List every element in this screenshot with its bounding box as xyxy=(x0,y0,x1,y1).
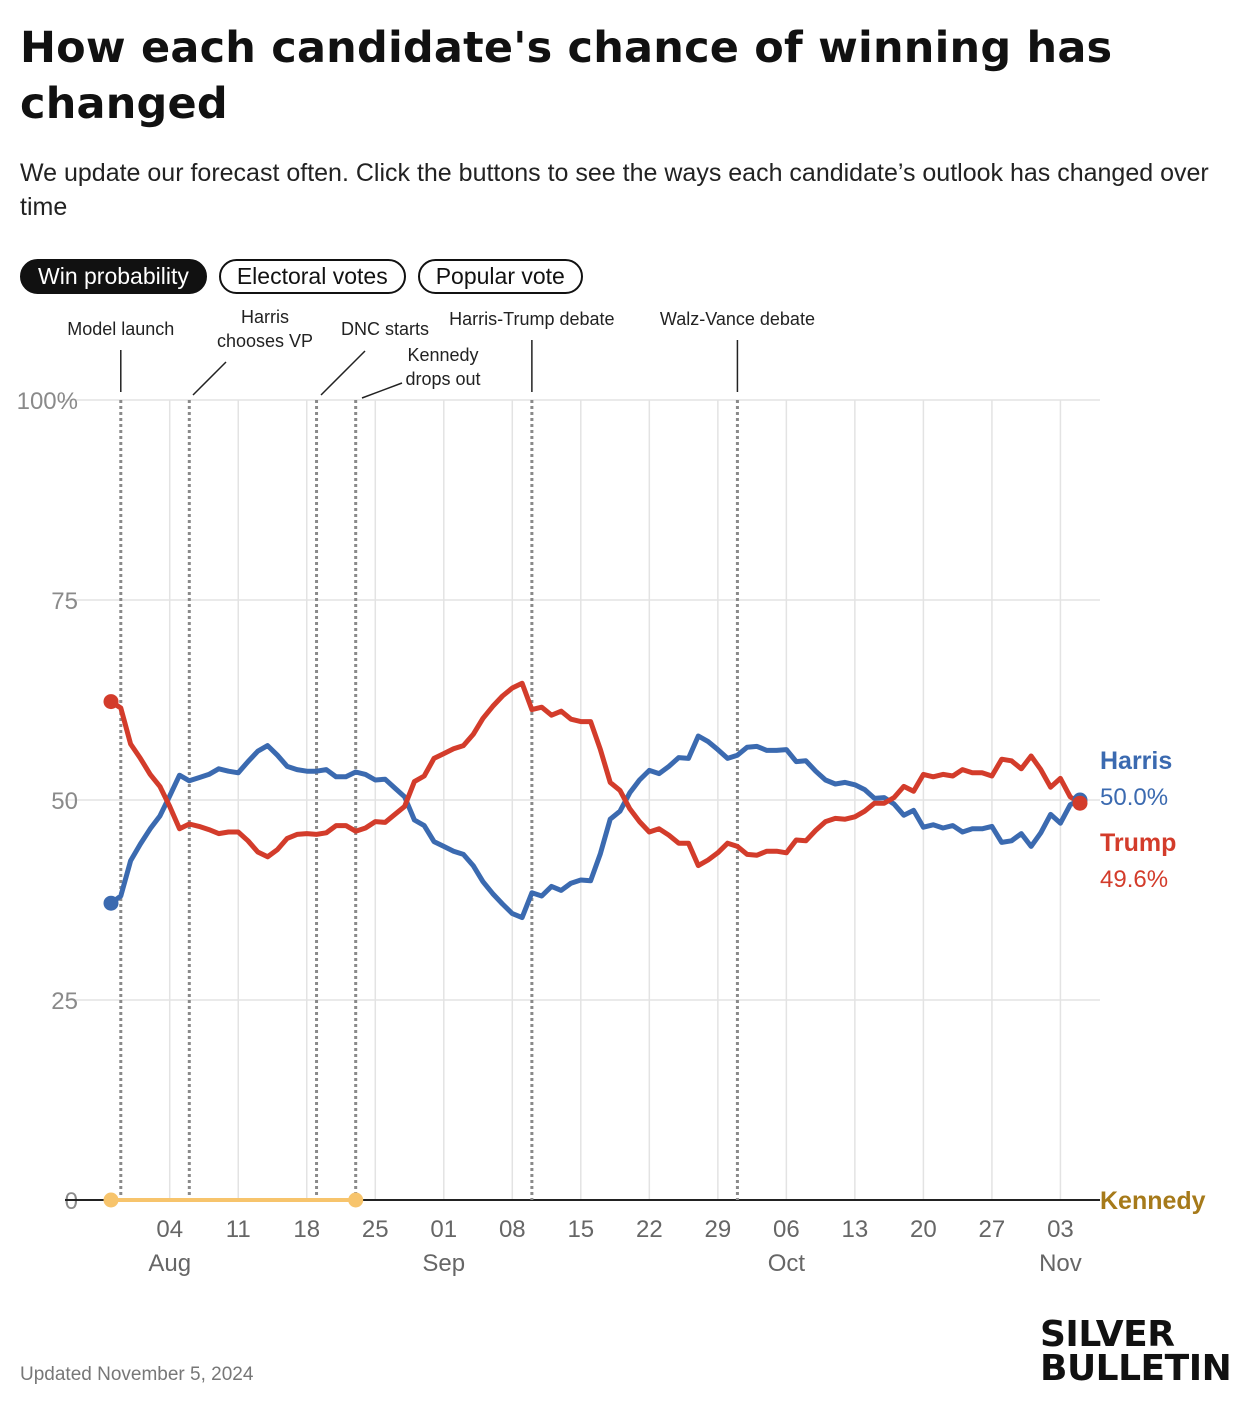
brand-line-1: SILVER xyxy=(1040,1314,1175,1355)
x-tick-label: 20 xyxy=(910,1216,937,1243)
x-tick-label: 01 xyxy=(430,1216,457,1243)
trump-start-point xyxy=(103,694,119,710)
event-leader-line xyxy=(192,361,227,396)
y-tick-label: 50 xyxy=(51,788,78,815)
brand-line-2: BULLETIN xyxy=(1040,1348,1232,1389)
x-tick-label: 18 xyxy=(293,1216,320,1243)
event-label: DNC starts xyxy=(341,319,429,339)
x-tick-label: 11 xyxy=(226,1216,251,1243)
event-label: chooses VP xyxy=(217,331,313,351)
x-tick-label: 04 xyxy=(156,1216,183,1243)
trump-legend-name: Trump xyxy=(1100,829,1176,857)
tab-win-probability[interactable]: Win probability xyxy=(20,259,207,294)
x-tick-label: 22 xyxy=(636,1216,663,1243)
event-label: Model launch xyxy=(67,319,174,339)
chart-subtitle: We update our forecast often. Click the … xyxy=(20,159,1209,221)
updated-timestamp: Updated November 5, 2024 xyxy=(20,1364,254,1385)
event-label: drops out xyxy=(405,369,480,389)
kennedy-start-point xyxy=(103,1192,119,1208)
x-tick-label: 27 xyxy=(979,1216,1006,1243)
brand-logo: SILVER BULLETIN xyxy=(1040,1314,1232,1389)
x-month-label: Aug xyxy=(148,1250,191,1277)
y-tick-label: 0 xyxy=(65,1188,78,1215)
y-tick-label: 25 xyxy=(51,988,78,1015)
x-tick-label: 06 xyxy=(773,1216,800,1243)
view-toggle: Win probability Electoral votes Popular … xyxy=(20,259,583,294)
y-tick-label: 100% xyxy=(17,388,78,415)
trump-end-point xyxy=(1072,795,1088,811)
harris-legend-name: Harris xyxy=(1100,747,1172,775)
event-label: Harris xyxy=(241,307,289,327)
event-leader-line xyxy=(320,350,366,396)
x-tick-label: 29 xyxy=(704,1216,731,1243)
x-tick-label: 03 xyxy=(1047,1216,1074,1243)
event-label: Kennedy xyxy=(407,345,478,365)
chart-title: How each candidate's chance of winning h… xyxy=(20,23,1113,129)
x-tick-label: 15 xyxy=(567,1216,594,1243)
harris-end-value: 50.0% xyxy=(1100,784,1168,811)
x-month-label: Nov xyxy=(1039,1250,1082,1277)
tab-electoral-votes[interactable]: Electoral votes xyxy=(218,259,406,294)
harris-start-point xyxy=(103,895,119,911)
x-tick-label: 25 xyxy=(362,1216,389,1243)
y-tick-label: 75 xyxy=(51,588,78,615)
x-month-label: Sep xyxy=(422,1250,465,1277)
event-leader-line xyxy=(361,382,403,399)
tab-popular-vote[interactable]: Popular vote xyxy=(417,259,583,294)
kennedy-legend-name: Kennedy xyxy=(1100,1187,1206,1215)
trump-end-value: 49.6% xyxy=(1100,866,1168,893)
event-label: Harris-Trump debate xyxy=(449,309,614,329)
x-month-label: Oct xyxy=(768,1250,806,1277)
trump-line xyxy=(108,680,1083,869)
x-tick-label: 13 xyxy=(842,1216,869,1243)
x-tick-label: 08 xyxy=(499,1216,526,1243)
kennedy-end-point xyxy=(348,1192,364,1208)
harris-line xyxy=(108,733,1083,921)
event-label: Walz-Vance debate xyxy=(660,309,815,329)
win-probability-chart: 0 25 50 75 100% 04 Aug 11 18 25 01 Sep 08 15 22 29 06 Oct… xyxy=(17,307,1206,1277)
